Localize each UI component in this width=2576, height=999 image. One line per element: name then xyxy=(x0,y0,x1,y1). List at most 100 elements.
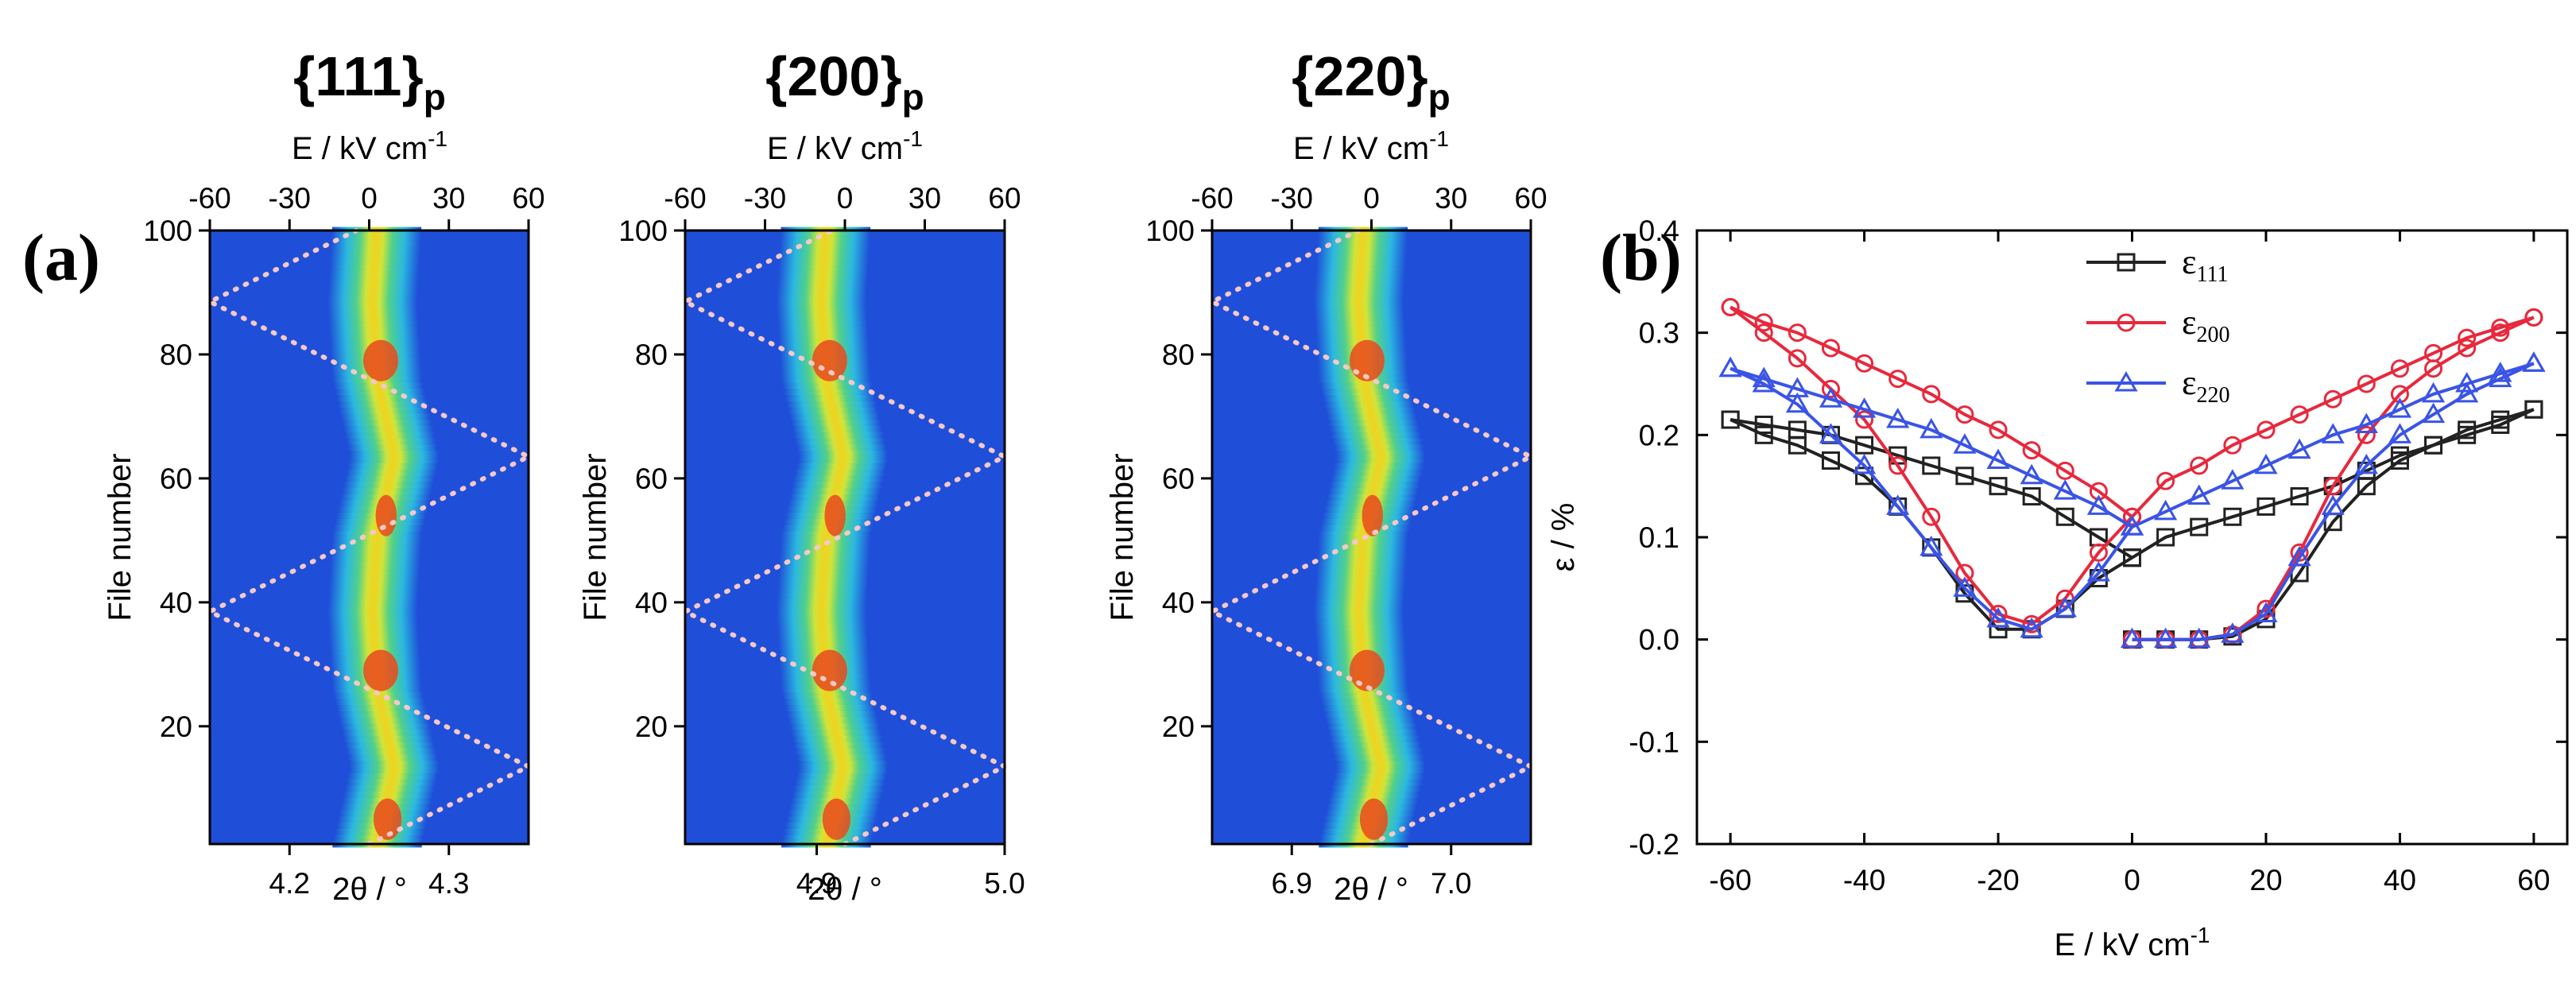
legend-label: ε111 xyxy=(2182,242,2228,287)
bottom-axis-label: 2θ / ° xyxy=(1334,872,1408,907)
peak-band-row xyxy=(1315,574,1406,582)
x-tick-label: 0 xyxy=(2124,864,2140,896)
series-200 xyxy=(1721,298,2543,649)
peak-band-row xyxy=(1328,487,1418,494)
peak-band-row xyxy=(343,735,433,742)
peak-band-row xyxy=(349,760,439,768)
y-tick-label: 0.0 xyxy=(1639,624,1679,656)
series-line xyxy=(1730,305,2133,518)
top-tick-label: 0 xyxy=(837,182,854,215)
peak-band-row xyxy=(1332,747,1423,755)
y-tick-label: 60 xyxy=(1162,463,1195,495)
heatmap-220: {220}p E / kV cm-1 20 40 60 80 100 File number -… xyxy=(1105,45,1548,907)
data-point xyxy=(2390,446,2409,465)
y-tick-label: 20 xyxy=(1162,711,1195,743)
peak-band-row xyxy=(1321,698,1412,706)
y-tick-label: 40 xyxy=(1162,587,1195,619)
peak-band-row xyxy=(1331,431,1421,439)
field-waveform xyxy=(680,228,1010,846)
top-tick-label: 30 xyxy=(1435,182,1467,215)
data-point xyxy=(2522,351,2546,372)
peak-band-row xyxy=(1334,772,1424,780)
peak-band-row xyxy=(1323,704,1412,711)
peak-band-row xyxy=(781,530,871,538)
data-point xyxy=(1888,456,1908,475)
data-point xyxy=(2020,617,2043,638)
series-line xyxy=(1730,418,2133,560)
superscript: -1 xyxy=(1429,126,1449,151)
peak-band-row xyxy=(1323,394,1412,401)
peak-band-row xyxy=(330,642,420,649)
peak-band-row xyxy=(328,617,418,625)
bottom-tick-label: 4.2 xyxy=(269,867,310,900)
peak-band-row xyxy=(785,704,875,711)
data-point xyxy=(1955,405,1974,424)
peak-band-row xyxy=(347,443,438,451)
field-waveform xyxy=(204,228,534,846)
subscript: p xyxy=(902,76,924,118)
data-point xyxy=(2489,362,2512,382)
peak-band-row xyxy=(328,307,418,315)
intensity-hotspot xyxy=(824,494,846,536)
peak-band-row xyxy=(1324,710,1414,718)
data-point xyxy=(1821,451,1840,470)
peak-band-row xyxy=(795,778,885,786)
data-point xyxy=(1752,371,1776,393)
peak-band-row xyxy=(793,741,884,749)
peak-band-row xyxy=(345,431,435,439)
data-point xyxy=(2524,400,2543,419)
peak-band-row xyxy=(1314,605,1404,613)
data-point xyxy=(2254,602,2278,622)
peak-band-row xyxy=(784,698,874,706)
peak-band-row xyxy=(1334,443,1424,451)
panel-title: {111}p xyxy=(293,45,446,118)
peak-band-row xyxy=(1315,313,1404,321)
data-point xyxy=(2458,425,2477,444)
series-111 xyxy=(1721,400,2543,649)
peak-band-row xyxy=(1314,301,1404,308)
peak-band-row xyxy=(1315,636,1405,644)
data-point xyxy=(1953,576,1977,597)
peak-band-row xyxy=(327,605,417,613)
data-point xyxy=(1855,354,1874,373)
peak-band-row xyxy=(1317,555,1407,563)
subscript: p xyxy=(424,76,446,118)
data-point xyxy=(2055,461,2074,480)
peak-band-row xyxy=(1320,834,1410,842)
peak-band-row xyxy=(331,239,421,246)
data-point xyxy=(2256,599,2276,618)
peak-band-row xyxy=(779,567,869,575)
peak-band-row xyxy=(1315,288,1404,296)
panel-label-b: (b) xyxy=(1600,221,1682,295)
data-point xyxy=(2421,381,2446,403)
peak-band-row xyxy=(798,766,888,773)
peak-band-row xyxy=(777,301,866,308)
peak-band-row xyxy=(1330,425,1420,432)
panel-label-a: (a) xyxy=(22,221,100,295)
data-point xyxy=(2287,438,2311,459)
data-point xyxy=(2388,423,2412,443)
peak-band-row xyxy=(1320,691,1410,699)
peak-band-row xyxy=(796,772,887,780)
peak-band-row xyxy=(329,270,419,277)
peak-band-row xyxy=(1332,778,1423,786)
peak-band-row xyxy=(1331,474,1421,482)
superscript: -1 xyxy=(2191,923,2210,947)
field-waveform xyxy=(1207,228,1536,846)
data-point xyxy=(1721,298,1740,316)
data-point xyxy=(1922,507,1941,526)
data-point xyxy=(1986,606,2010,628)
peak-band-row xyxy=(792,425,882,432)
peak-band-row xyxy=(1326,406,1416,414)
data-point xyxy=(1788,349,1807,368)
y-tick-label: 80 xyxy=(1162,339,1195,371)
intensity-hotspot xyxy=(363,339,399,381)
data-point xyxy=(2458,339,2477,358)
peak-band-row xyxy=(779,251,870,259)
peak-band-row xyxy=(329,580,419,587)
data-point xyxy=(2086,494,2110,515)
data-point xyxy=(2290,487,2309,506)
data-point xyxy=(1888,370,1908,389)
peak-band-row xyxy=(1334,753,1424,761)
peak-band-row xyxy=(329,629,419,637)
